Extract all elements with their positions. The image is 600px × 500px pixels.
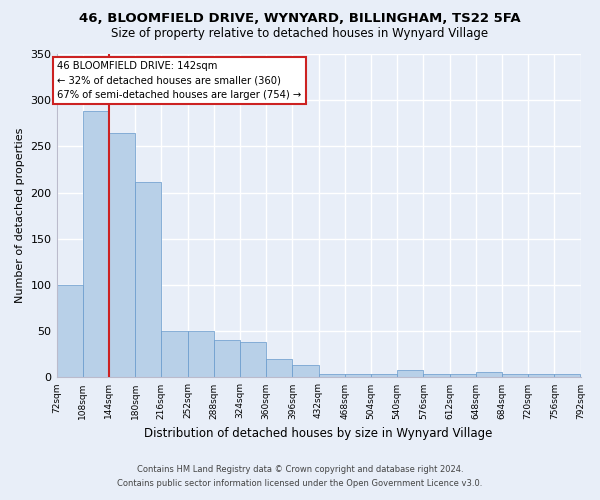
Bar xyxy=(240,342,266,378)
Y-axis label: Number of detached properties: Number of detached properties xyxy=(15,128,25,304)
Bar xyxy=(554,374,580,378)
Bar xyxy=(476,372,502,378)
X-axis label: Distribution of detached houses by size in Wynyard Village: Distribution of detached houses by size … xyxy=(145,427,493,440)
Bar xyxy=(397,370,424,378)
Bar xyxy=(161,331,188,378)
Bar xyxy=(109,132,135,378)
Bar xyxy=(135,182,161,378)
Bar xyxy=(371,374,397,378)
Bar xyxy=(56,285,83,378)
Bar xyxy=(214,340,240,378)
Bar xyxy=(292,366,319,378)
Bar xyxy=(266,359,292,378)
Bar xyxy=(319,374,345,378)
Text: Size of property relative to detached houses in Wynyard Village: Size of property relative to detached ho… xyxy=(112,28,488,40)
Bar xyxy=(502,374,528,378)
Text: Contains public sector information licensed under the Open Government Licence v3: Contains public sector information licen… xyxy=(118,478,482,488)
Bar xyxy=(188,331,214,378)
Bar xyxy=(449,374,476,378)
Text: 46, BLOOMFIELD DRIVE, WYNYARD, BILLINGHAM, TS22 5FA: 46, BLOOMFIELD DRIVE, WYNYARD, BILLINGHA… xyxy=(79,12,521,26)
Text: Contains HM Land Registry data © Crown copyright and database right 2024.: Contains HM Land Registry data © Crown c… xyxy=(137,465,463,474)
Bar xyxy=(83,112,109,378)
Text: 46 BLOOMFIELD DRIVE: 142sqm
← 32% of detached houses are smaller (360)
67% of se: 46 BLOOMFIELD DRIVE: 142sqm ← 32% of det… xyxy=(57,62,302,100)
Bar xyxy=(345,374,371,378)
Bar xyxy=(528,374,554,378)
Bar xyxy=(424,374,449,378)
